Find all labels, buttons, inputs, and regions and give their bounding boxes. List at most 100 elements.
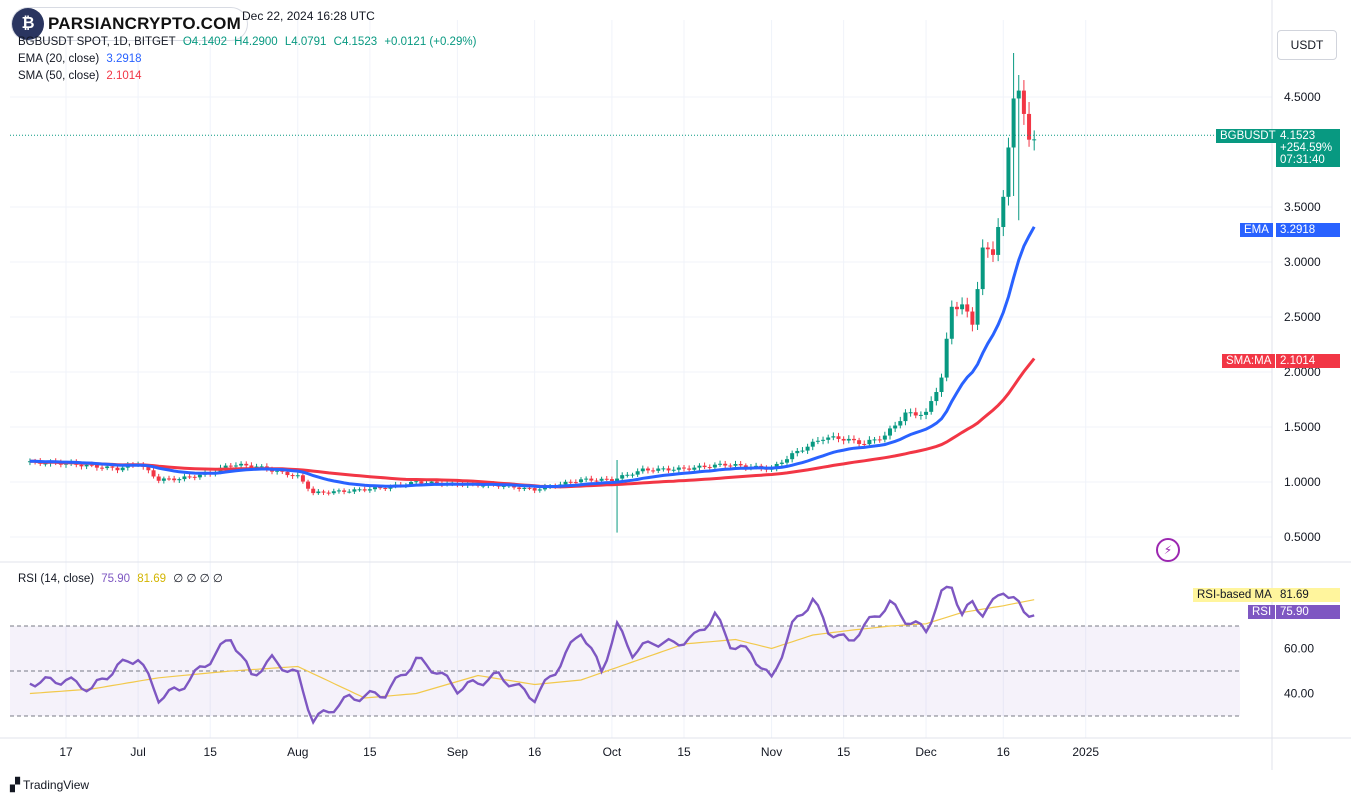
tradingview-footer[interactable]: ▞ TradingView	[10, 777, 89, 793]
candle-body	[573, 482, 578, 484]
time-tick-label: Nov	[761, 745, 782, 759]
candle-body	[707, 467, 712, 469]
candle-body	[1021, 90, 1026, 114]
sma-line	[29, 357, 1036, 489]
candle-body	[563, 481, 568, 485]
candle-body	[821, 439, 826, 441]
ema-value: 3.2918	[106, 53, 142, 65]
candle-body	[84, 464, 89, 467]
candle-body	[666, 468, 671, 471]
candle-body	[146, 466, 151, 471]
candle-body	[888, 428, 892, 436]
time-tick-label: Aug	[287, 745, 308, 759]
candle-body	[239, 463, 244, 466]
candle-body	[1027, 113, 1032, 140]
price-tick-label: 1.5000	[1284, 420, 1321, 434]
indicator-lines	[10, 134, 1272, 489]
candle-body	[728, 465, 733, 467]
candle-body	[929, 401, 934, 412]
candle-body	[568, 481, 573, 483]
rsi-label[interactable]: RSI (14, close)	[18, 573, 95, 585]
candle-body	[682, 467, 686, 469]
candle-body	[615, 478, 620, 482]
symbol-label[interactable]: BGBUSDT SPOT, 1D, BITGET	[18, 36, 176, 48]
rsi-line	[29, 585, 1035, 726]
candle-body	[167, 478, 171, 480]
sma-legend[interactable]: SMA (50, close) 2.1014	[18, 70, 146, 82]
candle-body	[172, 478, 177, 481]
ema-tag-value: 3.2918	[1276, 223, 1340, 237]
price-tick-label: 2.0000	[1284, 365, 1321, 379]
candle-body	[810, 441, 815, 447]
candle-body	[115, 467, 120, 471]
candle-body	[94, 464, 99, 468]
rsi-lines	[29, 585, 1035, 726]
candle-body	[285, 471, 290, 476]
candle-body	[522, 487, 527, 489]
time-tick-label: 17	[59, 745, 73, 759]
candle-body	[295, 475, 300, 477]
candle-body	[949, 306, 954, 339]
price-tag-change: +254.59%	[1280, 142, 1333, 154]
time-tick-label: Jul	[130, 745, 145, 759]
candle-body	[331, 491, 336, 494]
header-date: Dec 22, 2024 16:28 UTC	[242, 9, 375, 23]
sma-label[interactable]: SMA (50, close)	[18, 70, 100, 82]
candle-body	[1006, 147, 1011, 197]
candle-body	[743, 465, 748, 468]
rsi-legend[interactable]: RSI (14, close) 75.90 81.69 ∅ ∅ ∅ ∅	[18, 571, 227, 585]
candle-body	[903, 412, 908, 422]
price-tick-label: 1.0000	[1284, 475, 1321, 489]
currency-selector[interactable]: USDT	[1277, 30, 1337, 60]
candle-body	[156, 476, 161, 481]
candle-body	[100, 467, 105, 469]
bitcoin-fist-icon: ₿	[12, 8, 44, 40]
candle-body	[656, 468, 661, 471]
price-symbol-tag: BGBUSDT	[1216, 129, 1280, 143]
rsi-value: 75.90	[101, 573, 131, 585]
candle-body	[517, 487, 522, 489]
candle-body	[594, 480, 599, 482]
candle-body	[939, 377, 944, 392]
rsi-tag-value: 75.90	[1276, 605, 1340, 619]
candle-body	[697, 465, 702, 468]
candle-body	[692, 467, 697, 470]
tradingview-brand: TradingView	[23, 778, 90, 792]
candle-body	[537, 489, 542, 491]
rsi-ma-tag-value: 81.69	[1276, 588, 1340, 602]
candle-body	[676, 467, 681, 470]
candle-body	[805, 446, 810, 451]
ema-label[interactable]: EMA (20, close)	[18, 53, 100, 65]
lightning-icon[interactable]: ⚡	[1156, 538, 1180, 562]
tradingview-logo-icon: ▞	[10, 777, 20, 792]
candle-body	[795, 450, 800, 454]
price-tick-label: 3.0000	[1284, 255, 1321, 269]
candle-body	[867, 439, 872, 445]
low-value: L4.0791	[284, 36, 327, 48]
candle-body	[924, 411, 929, 415]
symbol-legend[interactable]: BGBUSDT SPOT, 1D, BITGET O4.1402 H4.2900…	[18, 36, 480, 48]
candle-body	[501, 485, 506, 487]
rsi-ma-line	[29, 599, 1035, 699]
candle-body	[342, 490, 347, 492]
ema-legend[interactable]: EMA (20, close) 3.2918	[18, 53, 146, 65]
candle-body	[89, 464, 94, 466]
price-tag-countdown: 07:31:40	[1280, 154, 1325, 166]
candle-body	[908, 412, 913, 414]
candle-body	[414, 481, 419, 483]
candle-body	[790, 453, 795, 460]
candle-body	[589, 478, 594, 481]
candle-body	[223, 465, 228, 468]
candle-body	[996, 227, 1001, 255]
candle-body	[640, 468, 645, 472]
candle-body	[599, 478, 604, 481]
ema-line	[29, 226, 1036, 489]
candle-body	[991, 249, 995, 255]
rsi-extra-values: ∅ ∅ ∅ ∅	[173, 573, 223, 585]
candle-body	[321, 491, 326, 493]
candle-body	[738, 464, 743, 466]
candle-body	[367, 489, 372, 491]
candle-body	[79, 464, 84, 467]
candle-body	[702, 465, 707, 468]
